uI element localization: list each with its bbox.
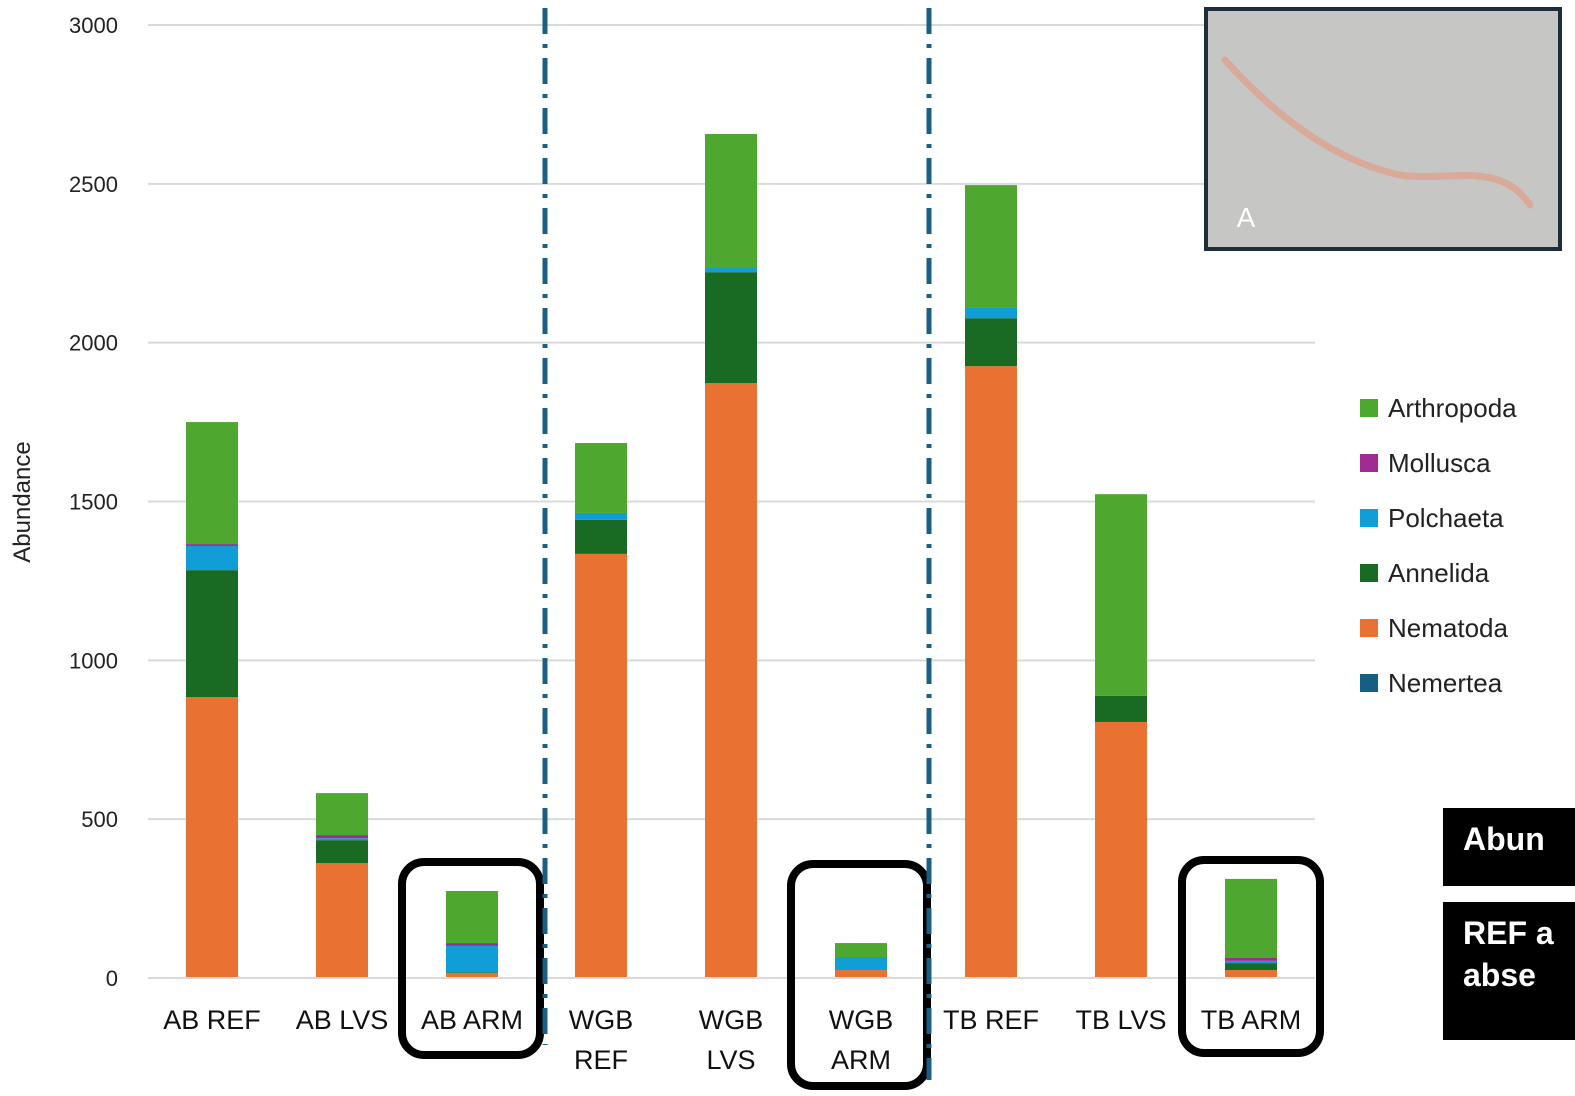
legend-swatch xyxy=(1360,564,1378,582)
y-tick-label: 2000 xyxy=(69,331,118,356)
bar-segment xyxy=(705,383,757,978)
bar-segment xyxy=(316,793,368,836)
group-dividers xyxy=(542,8,932,1080)
legend-swatch xyxy=(1360,674,1378,692)
bar-segment xyxy=(186,570,238,698)
bar-segment xyxy=(186,697,238,978)
x-tick-label: TB ARM xyxy=(1200,1005,1302,1035)
bar-segment xyxy=(186,545,238,571)
bar-segment xyxy=(1225,957,1277,961)
legend-label: Nematoda xyxy=(1388,613,1508,643)
x-tick-label: WGB REF xyxy=(568,1005,634,1075)
bar-segment xyxy=(705,133,757,269)
bar-segment xyxy=(705,272,757,384)
legend-label: Mollusca xyxy=(1388,448,1491,478)
legend-swatch xyxy=(1360,399,1378,417)
x-tick-label: AB REF xyxy=(163,1005,261,1035)
bar-segment xyxy=(316,863,368,978)
annotation: Abun xyxy=(1443,808,1575,886)
y-tick-label: 3000 xyxy=(69,13,118,38)
x-tick-label: WGB LVS xyxy=(698,1005,764,1075)
bar-segment xyxy=(575,519,627,554)
x-tick-label: TB REF xyxy=(942,1005,1039,1035)
y-tick-label: 500 xyxy=(81,807,118,832)
bar-segment xyxy=(1225,970,1277,978)
y-axis-label: Abundance xyxy=(9,441,36,562)
y-tick-label: 1000 xyxy=(69,648,118,673)
bar-segment xyxy=(186,544,238,546)
x-tick-label: AB ARM xyxy=(420,1005,524,1035)
legend-label: Nemertea xyxy=(1388,668,1503,698)
bar-segment xyxy=(446,943,498,946)
legend-label: Polchaeta xyxy=(1388,503,1504,533)
bar-segment xyxy=(1225,963,1277,971)
bar-segment xyxy=(446,890,498,944)
bar-segment xyxy=(835,957,887,971)
bar-segment xyxy=(1095,721,1147,978)
legend-swatch xyxy=(1360,509,1378,527)
x-tick-label: WGB ARM xyxy=(828,1005,894,1075)
bar-segment xyxy=(965,185,1017,308)
bar-segment xyxy=(575,553,627,978)
y-tick-label: 0 xyxy=(106,966,118,991)
y-tick-label: 2500 xyxy=(69,172,118,197)
bar-segment xyxy=(446,973,498,978)
bar-segment xyxy=(316,840,368,864)
inset-photo: A xyxy=(1204,7,1562,251)
x-tick-label: AB LVS xyxy=(295,1005,389,1035)
bar-segment xyxy=(1225,878,1277,958)
bar-segment xyxy=(1225,960,1277,964)
bar-segment xyxy=(575,443,627,513)
annotation: REF a abse xyxy=(1443,902,1575,1040)
legend-swatch xyxy=(1360,619,1378,637)
bar-segment xyxy=(965,318,1017,367)
legend-label: Arthropoda xyxy=(1388,393,1517,423)
bar-segment xyxy=(1095,494,1147,696)
bar-segment xyxy=(835,957,887,958)
bar-segment xyxy=(575,512,627,520)
legend-label: Annelida xyxy=(1388,558,1490,588)
bar-segment xyxy=(965,366,1017,978)
bar-segment xyxy=(835,943,887,958)
bar-segment xyxy=(186,422,238,545)
y-tick-label: 1500 xyxy=(69,490,118,515)
bar-segment xyxy=(705,268,757,273)
legend-swatch xyxy=(1360,454,1378,472)
bar-segment xyxy=(835,970,887,978)
inset-label: A xyxy=(1237,202,1256,233)
bar-segment xyxy=(316,838,368,841)
x-tick-label: TB LVS xyxy=(1075,1005,1167,1035)
bar-segment xyxy=(965,307,1017,319)
bar-segment xyxy=(316,835,368,839)
bar-segment xyxy=(446,945,498,973)
bar-segment xyxy=(1095,695,1147,722)
bar-segment xyxy=(446,972,498,974)
